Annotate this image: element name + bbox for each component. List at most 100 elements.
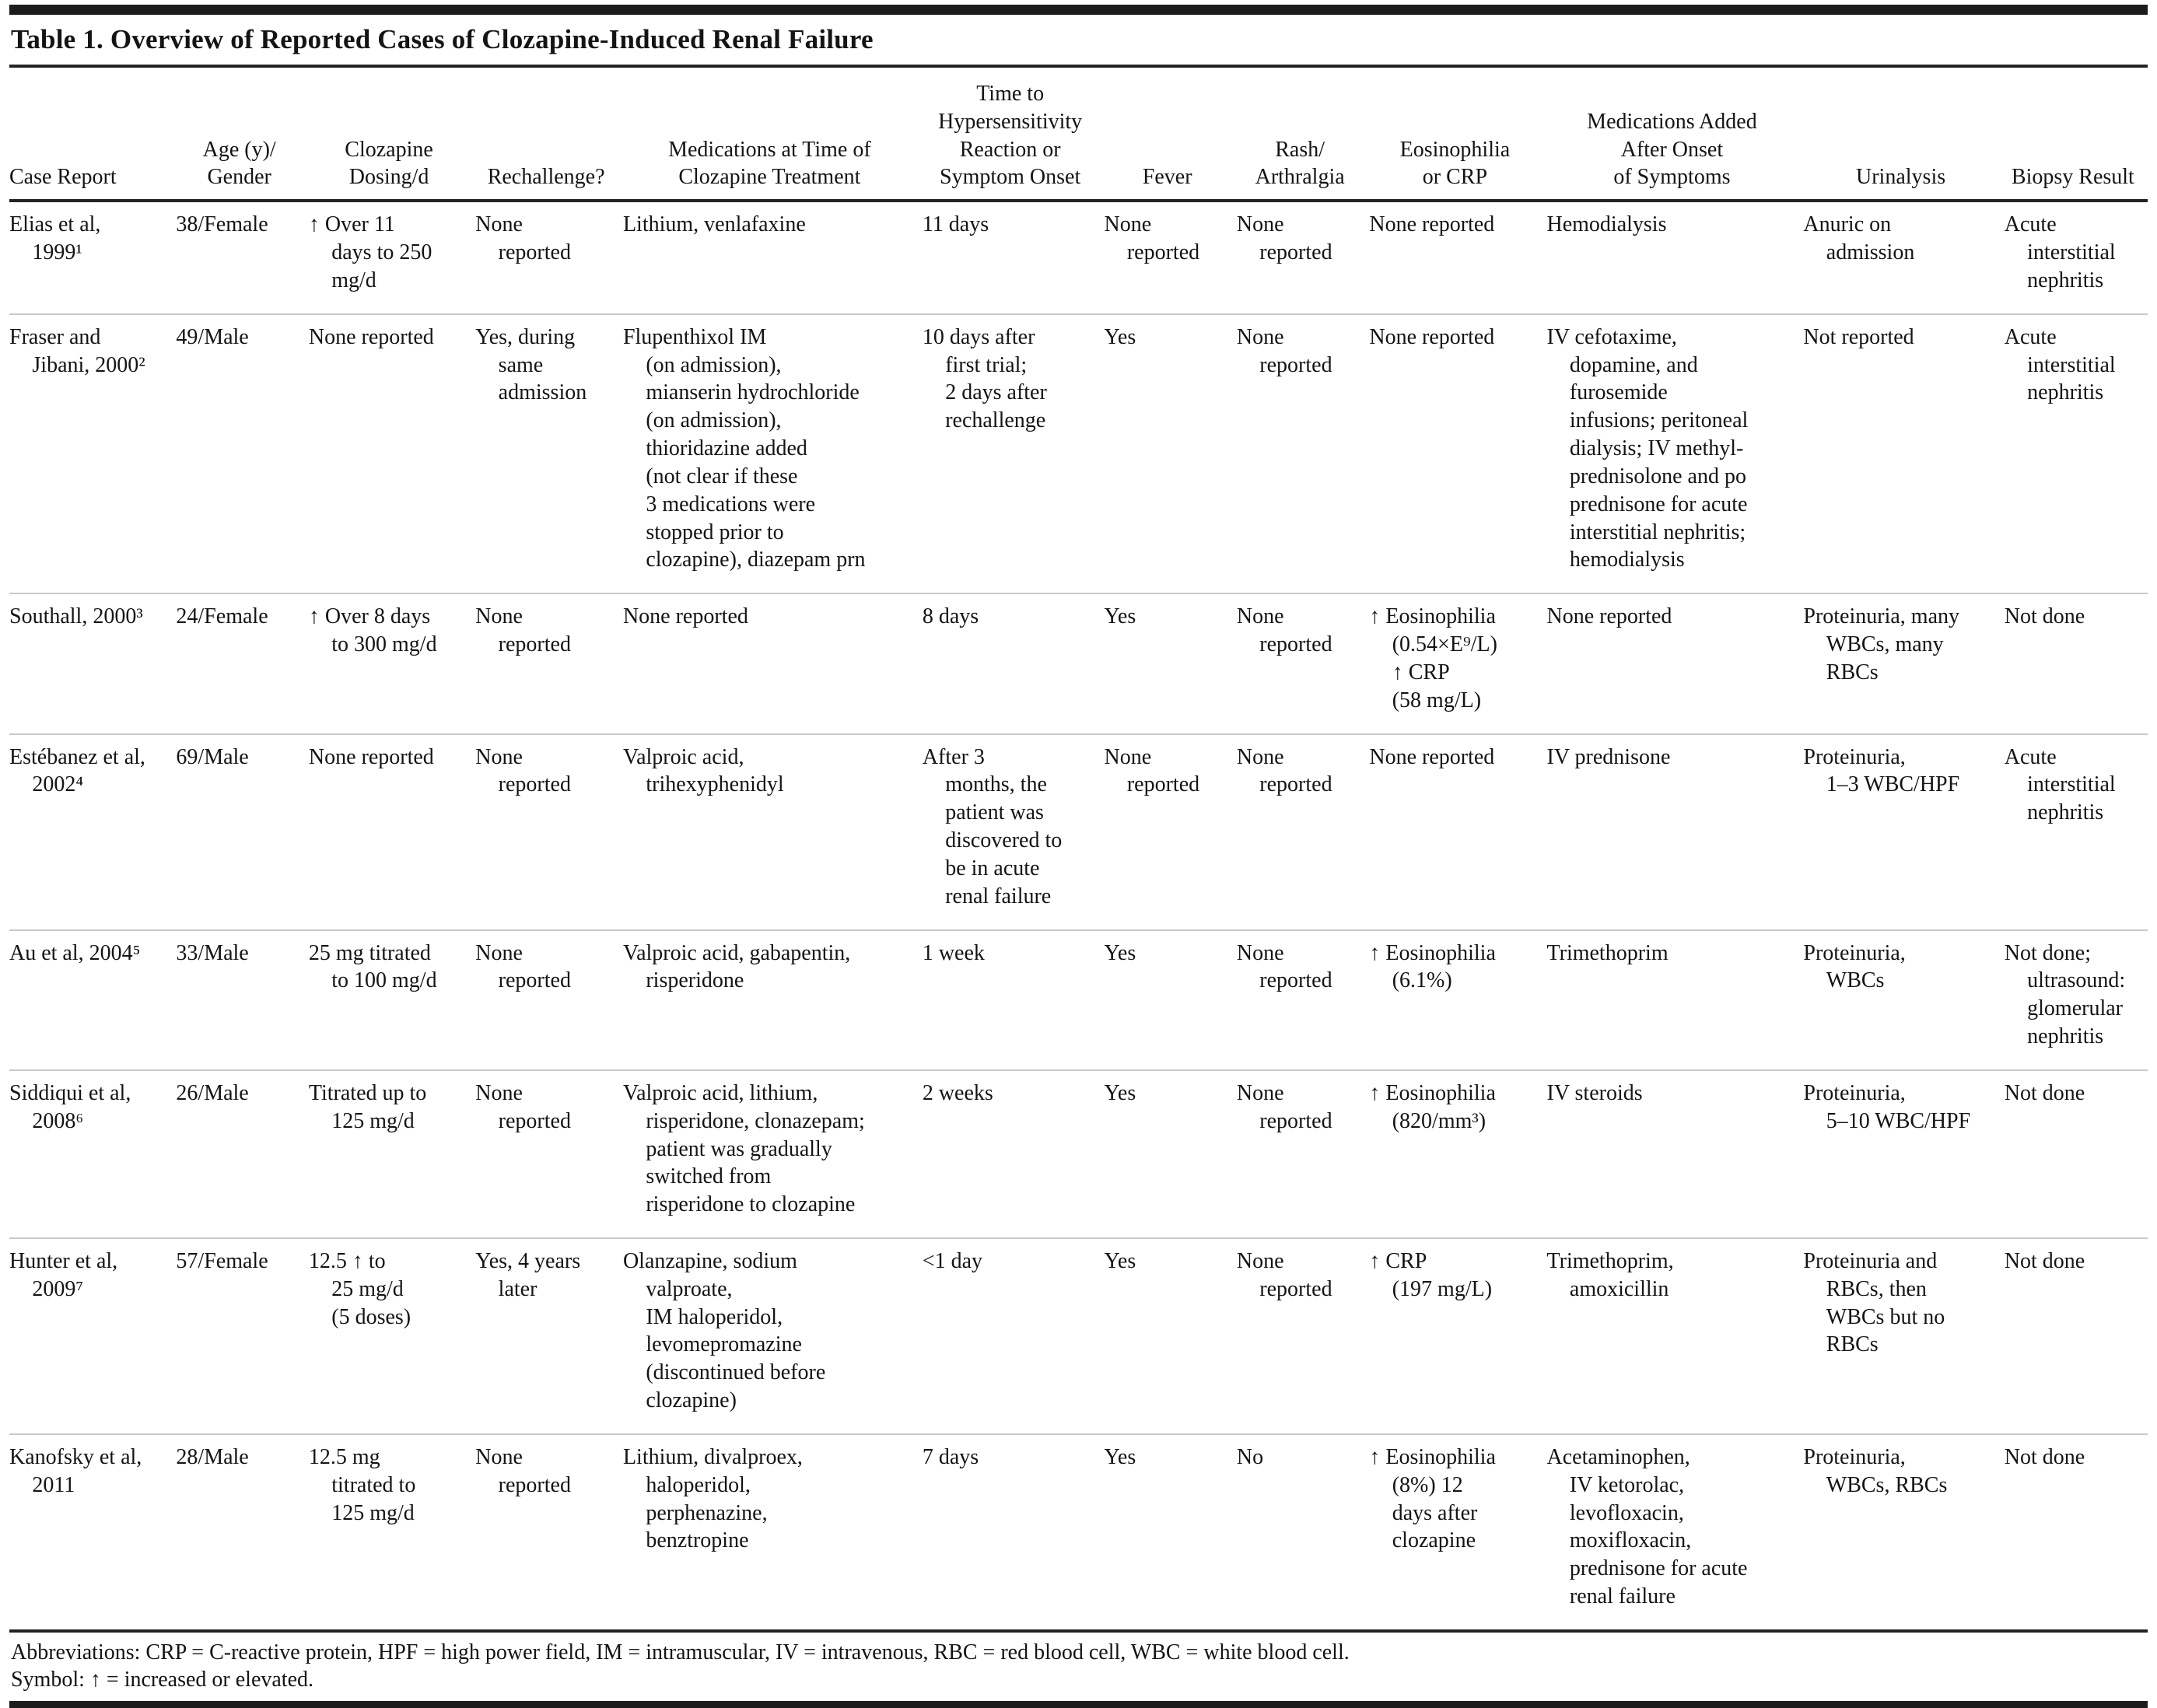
table-header-row: Case Report Age (y)/ Gender Clozapine Dosi… <box>9 68 2148 203</box>
cell-eosinophilia_crp: None reported <box>1369 733 1547 931</box>
cell-rechallenge: None reported <box>475 593 623 735</box>
cell-time_to_onset: 1 week <box>922 929 1105 1071</box>
column-header-urinalysis: Urinalysis <box>1803 68 2005 203</box>
cell-urinalysis: Proteinuria, WBCs, RBCs <box>1803 1433 2005 1633</box>
table-row: Fraser and Jibani, 2000² 49/Male None repo… <box>9 313 2148 595</box>
table-row: Siddiqui et al, 2008⁶ 26/Male Titrated up … <box>9 1069 2148 1239</box>
column-header-age_gender: Age (y)/ Gender <box>176 68 309 203</box>
cell-fever: Yes <box>1104 313 1237 595</box>
cell-biopsy: Not done <box>2004 1433 2148 1633</box>
cell-age_gender: 26/Male <box>176 1069 309 1239</box>
cell-meds_added: Acetaminophen, IV ketorolac, levofloxaci… <box>1546 1433 1804 1633</box>
cell-rechallenge: None reported <box>475 929 623 1071</box>
cell-case_report: Hunter et al, 2009⁷ <box>9 1237 177 1435</box>
cell-age_gender: 33/Male <box>176 929 309 1071</box>
cell-urinalysis: Proteinuria, 1–3 WBC/HPF <box>1803 733 2005 931</box>
cell-rechallenge: Yes, 4 years later <box>475 1237 623 1435</box>
cell-fever: Yes <box>1104 1069 1237 1239</box>
cell-eosinophilia_crp: ↑ Eosinophilia (0.54×E⁹/L) ↑ CRP (58 mg/… <box>1369 593 1547 735</box>
cell-meds_added: Trimethoprim <box>1546 929 1804 1071</box>
column-header-rash_arthralgia: Rash/ Arthralgia <box>1236 68 1370 203</box>
table-body: Elias et al, 1999¹ 38/Female ↑ Over 11 day… <box>9 201 2148 1633</box>
cell-meds_added: Hemodialysis <box>1546 201 1804 315</box>
cell-rash_arthralgia: None reported <box>1236 929 1370 1071</box>
table-title: Table 1. Overview of Reported Cases of C… <box>9 15 2148 68</box>
cell-urinalysis: Proteinuria, WBCs <box>1803 929 2005 1071</box>
bottom-rule <box>9 1700 2148 1708</box>
cell-rash_arthralgia: None reported <box>1236 1069 1370 1239</box>
cell-fever: Yes <box>1104 593 1237 735</box>
cell-rash_arthralgia: None reported <box>1236 313 1370 595</box>
cell-meds_at_time: Lithium, venlafaxine <box>622 201 923 315</box>
cell-rechallenge: None reported <box>475 733 623 931</box>
table-row: Kanofsky et al, 2011 28/Male 12.5 mg titra… <box>9 1433 2148 1633</box>
cell-time_to_onset: After 3 months, the patient was discover… <box>922 733 1105 931</box>
cell-time_to_onset: 11 days <box>922 201 1105 315</box>
cell-urinalysis: Proteinuria, 5–10 WBC/HPF <box>1803 1069 2005 1239</box>
cell-meds_added: None reported <box>1546 593 1804 735</box>
cell-rechallenge: None reported <box>475 201 623 315</box>
cell-eosinophilia_crp: None reported <box>1369 201 1547 315</box>
cell-time_to_onset: 8 days <box>922 593 1105 735</box>
cell-case_report: Southall, 2000³ <box>9 593 177 735</box>
cell-age_gender: 28/Male <box>176 1433 309 1633</box>
cell-meds_at_time: Olanzapine, sodium valproate, IM haloper… <box>622 1237 923 1435</box>
cell-rash_arthralgia: None reported <box>1236 1237 1370 1435</box>
cell-rash_arthralgia: No <box>1236 1433 1370 1633</box>
footnote-symbol: Symbol: ↑ = increased or elevated. <box>11 1667 314 1692</box>
cell-urinalysis: Proteinuria and RBCs, then WBCs but no R… <box>1803 1237 2005 1435</box>
cell-biopsy: Acute interstitial nephritis <box>2004 733 2148 931</box>
cell-urinalysis: Not reported <box>1803 313 2005 595</box>
cell-time_to_onset: <1 day <box>922 1237 1105 1435</box>
cell-time_to_onset: 7 days <box>922 1433 1105 1633</box>
cell-meds_at_time: Valproic acid, lithium, risperidone, clo… <box>622 1069 923 1239</box>
cell-dosing: None reported <box>308 313 476 595</box>
cell-case_report: Estébanez et al, 2002⁴ <box>9 733 177 931</box>
cell-biopsy: Acute interstitial nephritis <box>2004 313 2148 595</box>
cell-biopsy: Not done <box>2004 593 2148 735</box>
cell-case_report: Fraser and Jibani, 2000² <box>9 313 177 595</box>
cell-meds_added: IV cefotaxime, dopamine, and furosemide … <box>1546 313 1804 595</box>
cell-meds_added: Trimethoprim, amoxicillin <box>1546 1237 1804 1435</box>
cell-fever: Yes <box>1104 1237 1237 1435</box>
cell-case_report: Kanofsky et al, 2011 <box>9 1433 177 1633</box>
cell-age_gender: 69/Male <box>176 733 309 931</box>
cell-biopsy: Acute interstitial nephritis <box>2004 201 2148 315</box>
column-header-case_report: Case Report <box>9 68 177 203</box>
cell-dosing: None reported <box>308 733 476 931</box>
cell-eosinophilia_crp: ↑ Eosinophilia (6.1%) <box>1369 929 1547 1071</box>
cell-rash_arthralgia: None reported <box>1236 733 1370 931</box>
cell-urinalysis: Anuric on admission <box>1803 201 2005 315</box>
cell-biopsy: Not done <box>2004 1069 2148 1239</box>
cell-fever: Yes <box>1104 929 1237 1071</box>
cell-meds_added: IV steroids <box>1546 1069 1804 1239</box>
column-header-biopsy: Biopsy Result <box>2004 68 2148 203</box>
cell-meds_at_time: Flupenthixol IM (on admission), mianseri… <box>622 313 923 595</box>
cell-meds_at_time: Valproic acid, gabapentin, risperidone <box>622 929 923 1071</box>
top-rule <box>9 5 2148 15</box>
cell-time_to_onset: 10 days after first trial; 2 days after … <box>922 313 1105 595</box>
cell-case_report: Au et al, 2004⁵ <box>9 929 177 1071</box>
cell-eosinophilia_crp: ↑ Eosinophilia (820/mm³) <box>1369 1069 1547 1239</box>
cell-fever: None reported <box>1104 201 1237 315</box>
cell-meds_at_time: None reported <box>622 593 923 735</box>
cell-fever: None reported <box>1104 733 1237 931</box>
cell-biopsy: Not done <box>2004 1237 2148 1435</box>
cell-age_gender: 49/Male <box>176 313 309 595</box>
cell-rechallenge: None reported <box>475 1069 623 1239</box>
cell-biopsy: Not done; ultrasound: glomerular nephrit… <box>2004 929 2148 1071</box>
cell-time_to_onset: 2 weeks <box>922 1069 1105 1239</box>
cell-dosing: 12.5 mg titrated to 125 mg/d <box>308 1433 476 1633</box>
cell-fever: Yes <box>1104 1433 1237 1633</box>
cell-eosinophilia_crp: ↑ Eosinophilia (8%) 12 days after clozap… <box>1369 1433 1547 1633</box>
table-header: Case Report Age (y)/ Gender Clozapine Dosi… <box>9 68 2148 203</box>
column-header-fever: Fever <box>1104 68 1237 203</box>
table-footnotes: Abbreviations: CRP = C-reactive protein,… <box>9 1633 2148 1698</box>
cell-dosing: ↑ Over 8 days to 300 mg/d <box>308 593 476 735</box>
table-row: Estébanez et al, 2002⁴ 69/Male None report… <box>9 733 2148 931</box>
cell-meds_at_time: Lithium, divalproex, haloperidol, perphe… <box>622 1433 923 1633</box>
cell-rash_arthralgia: None reported <box>1236 593 1370 735</box>
cell-rechallenge: None reported <box>475 1433 623 1633</box>
cell-rash_arthralgia: None reported <box>1236 201 1370 315</box>
column-header-dosing: Clozapine Dosing/d <box>308 68 476 203</box>
